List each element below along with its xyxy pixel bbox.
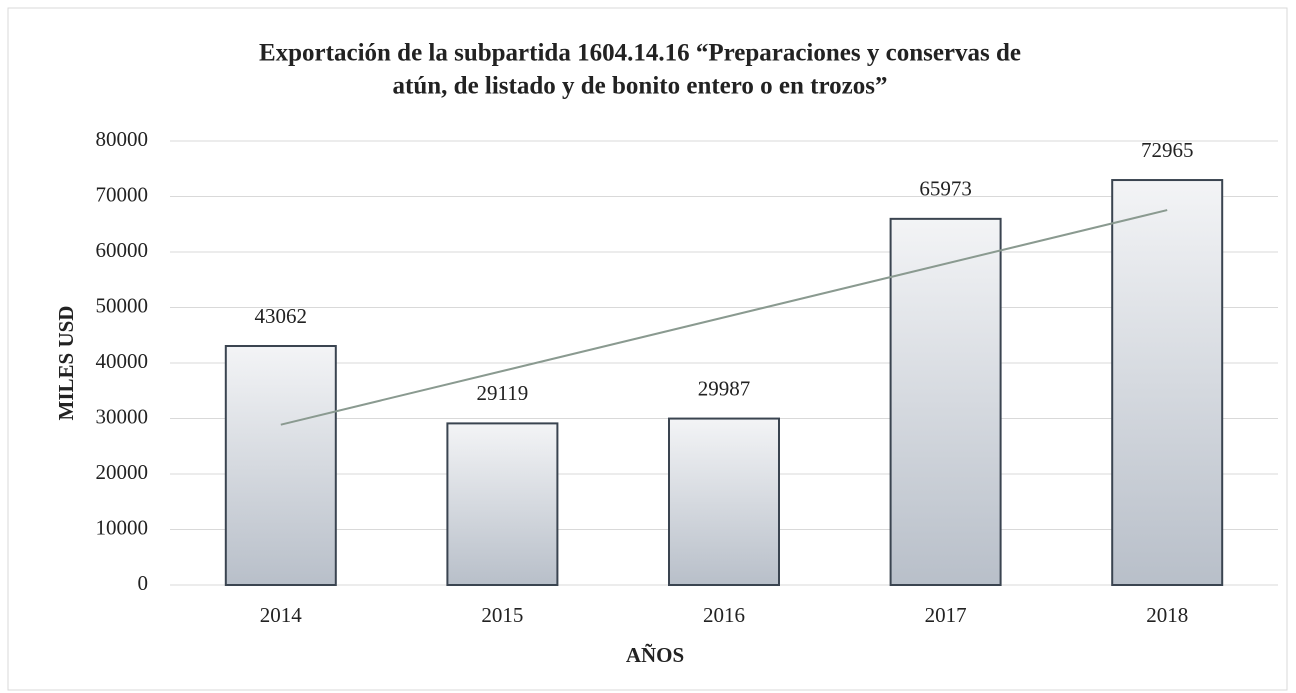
chart-border	[7, 7, 1288, 691]
bar	[668, 417, 780, 586]
y-axis-title: MILES USD	[54, 306, 78, 421]
y-tick-label: 70000	[96, 182, 149, 206]
y-tick-label: 10000	[96, 515, 149, 539]
x-tick-label: 2017	[925, 603, 967, 627]
x-tick-label: 2016	[703, 603, 745, 627]
data-label: 72965	[1141, 138, 1194, 162]
data-label: 43062	[255, 304, 308, 328]
x-tick-label: 2014	[260, 603, 303, 627]
bar	[446, 422, 559, 586]
data-label: 29119	[477, 381, 529, 405]
x-axis-title: AÑOS	[626, 643, 684, 667]
bar	[224, 345, 337, 586]
bar	[1111, 179, 1224, 586]
y-tick-label: 50000	[96, 293, 149, 317]
y-tick-label: 40000	[96, 349, 149, 373]
y-tick-label: 60000	[96, 238, 149, 262]
y-tick-label: 80000	[96, 127, 149, 151]
x-tick-label: 2018	[1146, 603, 1188, 627]
chart-title: atún, de listado y de bonito entero o en…	[393, 73, 888, 100]
bar	[889, 217, 1002, 586]
y-tick-label: 20000	[96, 460, 149, 484]
x-tick-label: 2015	[481, 603, 523, 627]
trend-line	[280, 209, 1168, 426]
y-tick-label: 30000	[96, 404, 149, 428]
chart-title: Exportación de la subpartida 1604.14.16 …	[259, 40, 1021, 67]
data-label: 65973	[919, 177, 972, 201]
data-label: 29987	[698, 376, 751, 400]
y-tick-label: 0	[138, 571, 149, 595]
